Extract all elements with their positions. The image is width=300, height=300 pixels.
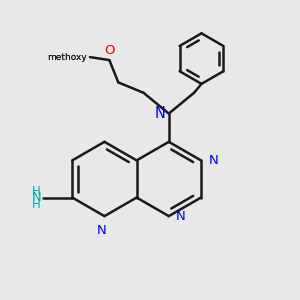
Text: N: N (97, 224, 106, 237)
Text: H: H (32, 198, 41, 211)
Text: methoxy: methoxy (47, 52, 87, 62)
Text: methoxy: methoxy (47, 52, 87, 62)
Text: N: N (155, 106, 166, 121)
Text: O: O (104, 44, 115, 57)
Text: N: N (208, 154, 218, 167)
Text: N: N (31, 191, 41, 204)
Text: H: H (32, 184, 41, 197)
Text: N: N (176, 210, 186, 223)
